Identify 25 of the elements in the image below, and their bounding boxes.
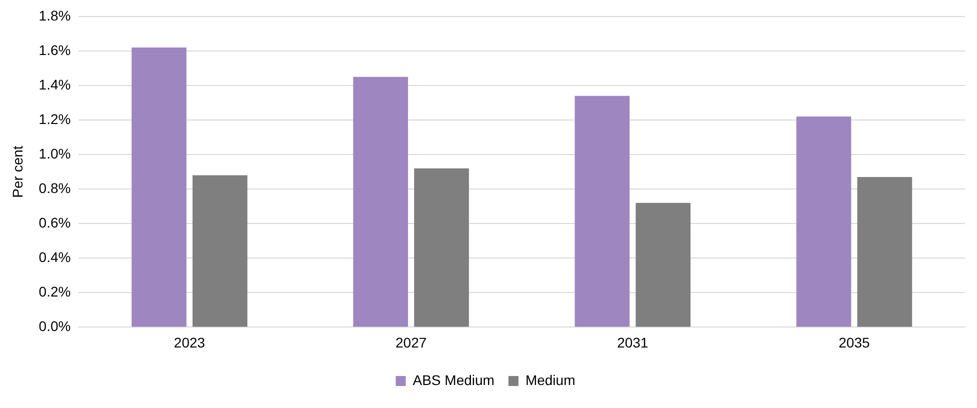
y-tick-label: 0.4% xyxy=(38,248,71,265)
bar xyxy=(636,202,691,327)
x-tick-label: 2027 xyxy=(395,334,427,350)
bar xyxy=(796,116,852,327)
x-tick-label: 2035 xyxy=(838,334,870,350)
y-tick-label: 0.0% xyxy=(38,318,71,334)
x-tick-label: 2023 xyxy=(174,334,206,350)
y-axis-title: Per cent xyxy=(9,146,26,198)
bar xyxy=(857,176,912,327)
x-tick-label: 2031 xyxy=(617,334,648,350)
y-tick-label: 1.2% xyxy=(38,110,71,127)
bar xyxy=(192,175,248,327)
legend-label: Medium xyxy=(525,372,576,388)
y-tick-label: 0.6% xyxy=(38,214,71,230)
y-tick-label: 1.4% xyxy=(38,76,71,92)
y-tick-label: 0.8% xyxy=(38,180,71,196)
legend-label: ABS Medium xyxy=(412,372,494,388)
bar xyxy=(132,47,186,327)
y-tick-label: 0.2% xyxy=(38,284,71,300)
y-tick-label: 1.0% xyxy=(38,145,71,162)
bar xyxy=(414,168,469,327)
y-tick-label: 1.8% xyxy=(38,7,71,24)
bar xyxy=(574,96,630,327)
bar xyxy=(353,76,408,327)
y-tick-label: 1.6% xyxy=(38,42,71,58)
